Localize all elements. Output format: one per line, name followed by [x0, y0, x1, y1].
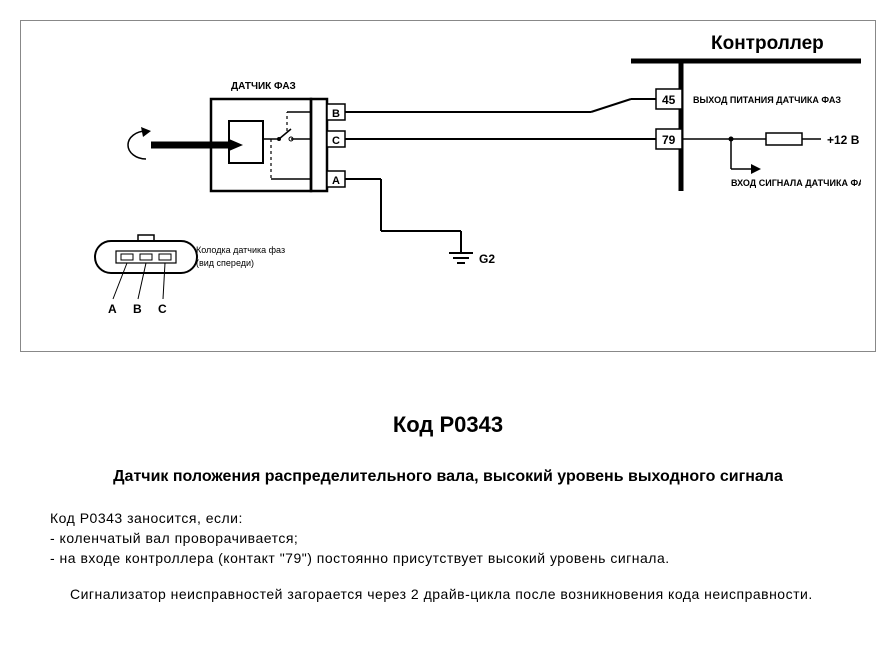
line-intro: Код Р0343 заносится, если:	[50, 510, 876, 526]
lead-a	[113, 263, 127, 299]
terminal-45-label: 45	[662, 93, 676, 107]
in-signal-label: ВХОД СИГНАЛА ДАТЧИКА ФАЗ	[731, 178, 861, 188]
voltage-label: +12 В	[827, 133, 860, 147]
shaft-arrow	[229, 139, 243, 151]
ground-label: G2	[479, 252, 495, 266]
connector-desc-1: Колодка датчика фаз	[196, 245, 285, 255]
connector-desc-2: (вид спереди)	[196, 258, 254, 268]
lead-c	[163, 263, 165, 299]
switch-pivot	[277, 137, 281, 141]
wiring-diagram: Контроллер ДАТЧИК ФАЗ B C A 45 ВЫХОД ПИТ…	[20, 20, 876, 352]
rotation-arrow	[141, 127, 151, 137]
resistor	[766, 133, 802, 145]
controller-label: Контроллер	[711, 33, 824, 54]
sensor-label: ДАТЧИК ФАЗ	[231, 81, 296, 92]
connector-outline	[95, 241, 197, 273]
connector-slot-b	[140, 254, 152, 260]
sensor-connector-block	[311, 99, 327, 191]
pin-a-label: A	[332, 175, 340, 187]
bullet-2: - на входе контроллера (контакт "79") по…	[50, 550, 876, 566]
terminal-79-label: 79	[662, 133, 676, 147]
lead-b	[138, 263, 146, 299]
connector-a: A	[108, 302, 117, 316]
diagram-svg: Контроллер ДАТЧИК ФАЗ B C A 45 ВЫХОД ПИТ…	[31, 31, 861, 331]
pin-c-label: C	[332, 135, 340, 147]
subtitle: Датчик положения распределительного вала…	[20, 468, 876, 486]
bullet-1: - коленчатый вал проворачивается;	[50, 530, 876, 546]
connector-slot-a	[121, 254, 133, 260]
connector-c: C	[158, 302, 167, 316]
connector-b: B	[133, 302, 142, 316]
footer-line: Сигнализатор неисправностей загорается ч…	[70, 586, 876, 602]
out-power-label: ВЫХОД ПИТАНИЯ ДАТЧИКА ФАЗ	[693, 95, 841, 105]
signal-arrow	[751, 164, 761, 174]
code-title: Код Р0343	[20, 412, 876, 438]
connector-inner	[116, 251, 176, 263]
wire-b-diag	[591, 99, 631, 112]
connector-slot-c	[159, 254, 171, 260]
pin-b-label: B	[332, 108, 340, 120]
